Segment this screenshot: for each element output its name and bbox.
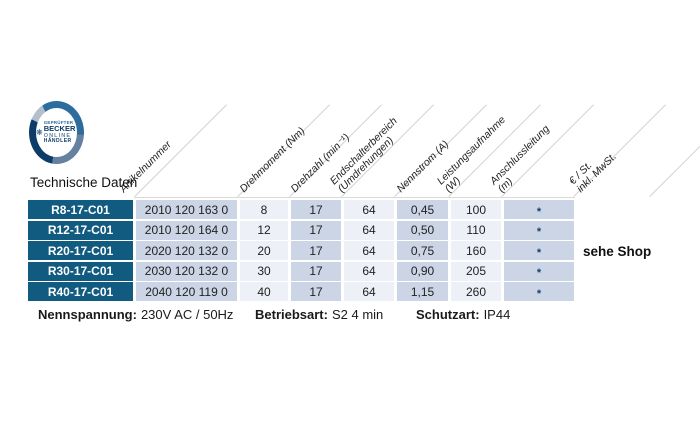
see-shop-label: sehe Shop <box>583 244 652 259</box>
badge-ring-hole <box>36 108 77 157</box>
spec-value: IP44 <box>483 307 511 322</box>
artikelnummer-cell: 2040 120 119 0 <box>136 282 237 301</box>
header-line <box>246 134 307 195</box>
badge-line-2: BECKER <box>43 123 76 133</box>
header-line: Leistungsaufnahme <box>434 113 509 188</box>
badge-text: GEPRÜFTER BECKER ONLINE HÄNDLER <box>44 120 76 145</box>
header-baseline <box>134 197 575 198</box>
anschlussleitung-cell: * <box>504 261 574 281</box>
endschalterbereich-cell: 64 <box>344 261 394 281</box>
header-line: inkl. MwSt. <box>574 150 619 195</box>
drehzahl-cell: 17 <box>291 200 341 219</box>
badge-line-1: GEPRÜFTER <box>43 119 74 125</box>
header-line: Drehmoment (Nm) <box>237 125 308 195</box>
article-name-cell: R20-17-C01 <box>28 241 133 260</box>
header-line <box>297 140 352 195</box>
nennstrom-cell: 1,15 <box>397 282 448 301</box>
endschalterbereich-cell: 64 <box>344 220 394 240</box>
spec-label: Nennspannung: <box>38 307 137 322</box>
anschlussleitung-cell: * <box>504 241 574 260</box>
badge-line-3: ONLINE <box>43 133 72 140</box>
anschlussleitung-cell: * <box>504 220 574 240</box>
endschalterbereich-cell: 64 <box>344 241 394 260</box>
leistungsaufnahme-cell: 260 <box>451 282 501 301</box>
header-divider <box>573 104 666 197</box>
header-divider <box>289 104 382 197</box>
becker-dealer-badge[interactable]: ❋ GEPRÜFTER BECKER ONLINE HÄNDLER <box>29 101 84 164</box>
article-name-cell: R8-17-C01 <box>28 200 133 219</box>
spec-label: Schutzart: <box>416 307 480 322</box>
header-line: (W) <box>442 174 463 195</box>
leistungsaufnahme-cell: 160 <box>451 241 501 260</box>
header-divider <box>649 104 700 197</box>
nennstrom-cell: 0,50 <box>397 220 448 240</box>
drehmoment-cell: 30 <box>240 261 288 281</box>
drehmoment-cell: 12 <box>240 220 288 240</box>
header-line: Nennstrom (A) <box>394 138 452 195</box>
spec-value: S2 4 min <box>331 307 384 322</box>
drehzahl-cell: 17 <box>291 282 341 301</box>
header-divider <box>448 104 541 197</box>
header-line <box>403 147 451 195</box>
article-name-cell: R40-17-C01 <box>28 282 133 301</box>
spec-value: 230V AC / 50Hz <box>140 307 234 322</box>
endschalterbereich-cell: 64 <box>344 282 394 301</box>
column-header-drehmoment: Drehmoment (Nm) <box>237 125 308 195</box>
header-divider <box>134 104 227 197</box>
nennstrom-cell: 0,45 <box>397 200 448 219</box>
spec-label: Betriebsart: <box>255 307 328 322</box>
drehmoment-cell: 40 <box>240 282 288 301</box>
header-divider <box>237 104 330 197</box>
nennstrom-cell: 0,75 <box>397 241 448 260</box>
spec-schutzart: Schutzart: IP44 <box>416 307 510 322</box>
spec-betriebsart: Betriebsart: S2 4 min <box>255 307 383 322</box>
column-header-endschalterbereich: Endschalterbereich (Umdrehungen) <box>327 115 407 195</box>
artikelnummer-cell: 2010 120 163 0 <box>136 200 237 219</box>
leistungsaufnahme-cell: 205 <box>451 261 501 281</box>
header-divider <box>501 104 594 197</box>
leistungsaufnahme-cell: 110 <box>451 220 501 240</box>
header-line: € / St. <box>566 159 595 188</box>
leistungsaufnahme-cell: 100 <box>451 200 501 219</box>
anschlussleitung-cell: * <box>504 282 574 301</box>
badge-content: ❋ GEPRÜFTER BECKER ONLINE HÄNDLER <box>36 111 79 154</box>
drehzahl-cell: 17 <box>291 261 341 281</box>
endschalterbereich-cell: 64 <box>344 200 394 219</box>
nennstrom-cell: 0,90 <box>397 261 448 281</box>
header-line: Drehzahl (min⁻¹) <box>288 131 353 195</box>
column-header-preis: € / St. inkl. MwSt. <box>566 144 619 195</box>
column-header-leistungsaufnahme: Leistungsaufnahme (W) <box>434 113 515 195</box>
artikelnummer-cell: 2020 120 132 0 <box>136 241 237 260</box>
header-divider <box>341 104 434 197</box>
article-name-cell: R12-17-C01 <box>28 220 133 240</box>
column-header-anschlussleitung: Anschlussleitung (m) <box>487 123 559 195</box>
data-table: R8-17-C01 2010 120 163 0 8 17 64 0,45 10… <box>28 200 574 301</box>
anschlussleitung-cell: * <box>504 200 574 219</box>
drehzahl-cell: 17 <box>291 241 341 260</box>
gear-icon: ❋ <box>36 127 43 137</box>
header-line: Anschlussleitung <box>487 123 552 188</box>
header-divider <box>394 104 487 197</box>
header-line: (m) <box>495 175 516 195</box>
header-line: Endschalterbereich <box>327 115 400 188</box>
spec-nennspannung: Nennspannung: 230V AC / 50Hz <box>38 307 233 322</box>
section-title: Technische Daten <box>30 175 138 190</box>
drehmoment-cell: 8 <box>240 200 288 219</box>
drehzahl-cell: 17 <box>291 220 341 240</box>
badge-line-4: HÄNDLER <box>43 138 72 145</box>
column-header-nennstrom: Nennstrom (A) <box>394 138 452 195</box>
article-name-cell: R30-17-C01 <box>28 261 133 281</box>
header-line: (Umdrehungen) <box>335 134 397 195</box>
drehmoment-cell: 20 <box>240 241 288 260</box>
artikelnummer-cell: 2010 120 164 0 <box>136 220 237 240</box>
column-header-drehzahl: Drehzahl (min⁻¹) <box>288 131 353 195</box>
artikelnummer-cell: 2030 120 132 0 <box>136 261 237 281</box>
